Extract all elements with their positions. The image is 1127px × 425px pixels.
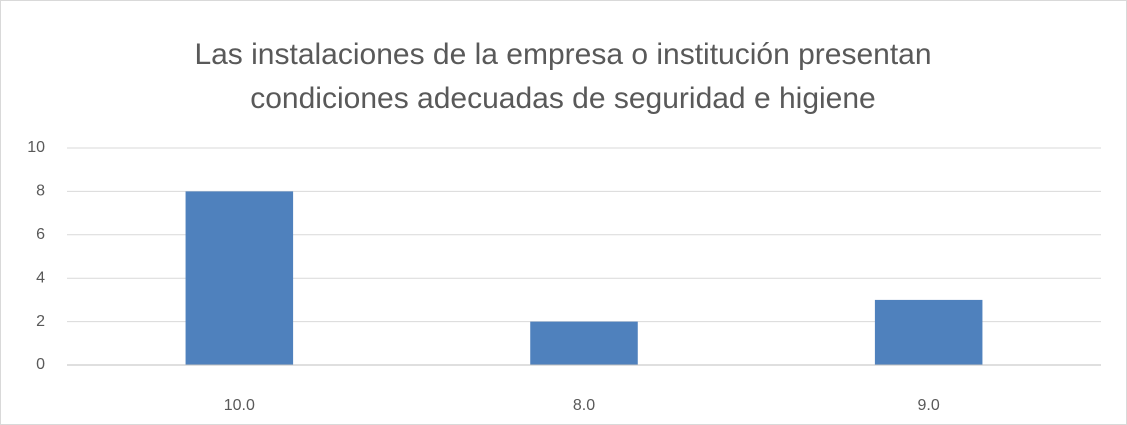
y-tick-label: 6	[36, 226, 45, 243]
y-tick-label: 0	[36, 356, 45, 373]
bar	[874, 299, 983, 365]
x-tick-label: 9.0	[918, 397, 940, 414]
bar	[185, 191, 294, 365]
x-tick-label: 10.0	[224, 397, 255, 414]
x-tick-label: 8.0	[573, 397, 595, 414]
bar	[530, 321, 638, 365]
chart-title: condiciones adecuadas de seguridad e hig…	[250, 82, 875, 115]
y-tick-label: 10	[27, 139, 45, 156]
y-tick-label: 4	[36, 269, 45, 286]
y-tick-label: 2	[36, 313, 45, 330]
chart-title: Las instalaciones de la empresa o instit…	[194, 38, 931, 71]
y-tick-label: 8	[36, 183, 45, 200]
